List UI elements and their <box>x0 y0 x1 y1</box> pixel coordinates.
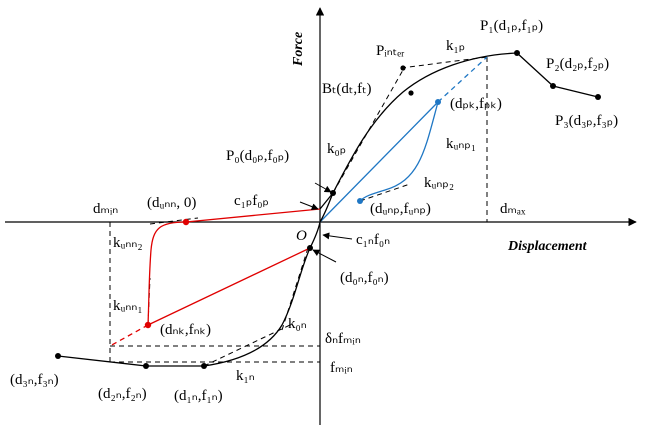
label-dpk: (dₚₖ,fₚₖ) <box>450 96 502 112</box>
point-p3 <box>595 94 601 100</box>
point-p0 <box>330 190 336 196</box>
label-dmin: dₘᵢₙ <box>93 201 118 217</box>
point-dpk <box>435 99 441 105</box>
label-kunn2: kᵤₙₙ₂ <box>113 235 143 251</box>
label-k0n: k₀ₙ <box>288 316 307 332</box>
point-p1 <box>514 50 520 56</box>
label-p0: P₀(d₀ₚ,f₀ₚ) <box>226 148 289 164</box>
x-axis-label: Displacement <box>507 239 588 254</box>
label-k1n: k₁ₙ <box>236 368 255 384</box>
label-p1: P₁(d₁ₚ,f₁ₚ) <box>480 18 543 34</box>
label-delta-fmin: δₙfₘᵢₙ <box>325 331 361 347</box>
label-d0n: (d₀ₙ,f₀ₙ) <box>340 270 389 286</box>
arrow-c1p-f0p <box>299 201 319 210</box>
positive-unloading-branch <box>319 56 488 223</box>
point-d1n <box>201 363 207 369</box>
reloading-line-to-peak <box>319 101 439 223</box>
label-d3n: (d₃ₙ,f₃ₙ) <box>10 372 59 388</box>
label-k0p: k₀ₚ <box>327 141 346 157</box>
key-points <box>55 50 601 369</box>
arrow-d0n-f0n <box>312 249 337 263</box>
label-fmin: fₘᵢₙ <box>330 360 353 376</box>
negative-envelope-curve <box>203 221 321 367</box>
label-dunp: (dᵤₙₚ,fᵤₙₚ) <box>370 201 431 217</box>
k0p-tangent <box>332 69 404 194</box>
point-d3n <box>55 353 61 359</box>
point-bt <box>408 90 414 96</box>
reloading-extension-dashed <box>437 56 488 103</box>
envelope-p1-p2 <box>516 52 554 87</box>
arrow-c1n-f0n <box>322 232 353 240</box>
envelope-p2-p3 <box>552 85 599 98</box>
k1n-tangent <box>203 324 291 367</box>
red-reloading-line <box>147 247 311 326</box>
unloading-curve-positive <box>359 101 439 202</box>
label-c1n-f0n: c₁ₙf₀ₙ <box>356 232 390 248</box>
label-dnk: (dₙₖ,fₙₖ) <box>160 322 211 338</box>
negative-unloading-branch <box>109 208 321 347</box>
backbone-envelope <box>57 52 599 367</box>
unloading-curve-negative <box>147 221 187 326</box>
point-pinter <box>400 65 406 71</box>
label-p3: P₃(d₃ₚ,f₃ₚ) <box>555 113 618 129</box>
red-horizontal-segment <box>185 208 321 223</box>
point-dunp <box>357 198 363 204</box>
label-dmax: dₘₐₓ <box>500 201 526 217</box>
point-d2n <box>143 363 149 369</box>
point-d0n <box>307 245 313 251</box>
label-kunp1: kᵤₙₚ₁ <box>446 136 476 152</box>
kunn2-tangent <box>149 217 199 225</box>
label-dunn: (dᵤₙₙ, 0) <box>147 195 196 211</box>
positive-envelope-curve <box>319 52 518 223</box>
label-kunp2: kᵤₙₚ₂ <box>424 175 454 191</box>
red-to-envelope-link <box>319 192 334 210</box>
label-c1p-f0p: c₁ₚf₀ₚ <box>234 193 269 209</box>
red-extension-dashed <box>109 324 149 347</box>
label-kunn1: kᵤₙₙ₁ <box>113 298 143 314</box>
point-dnk <box>144 321 152 329</box>
label-k1p: k₁ₚ <box>446 38 465 54</box>
point-p2 <box>550 83 556 89</box>
labels: P₁(d₁ₚ,f₁ₚ) P₂(d₂ₚ,f₂ₚ) P₃(d₃ₚ,f₃ₚ) Pᵢₙₜ… <box>10 18 618 404</box>
label-d1n: (d₁ₙ,f₁ₙ) <box>174 388 223 404</box>
label-d2n: (d₂ₙ,f₂ₙ) <box>98 386 147 402</box>
label-pinter: Pᵢₙₜₑᵣ <box>376 43 405 59</box>
envelope-d2n-d3n <box>57 355 147 367</box>
point-dunn <box>182 218 190 226</box>
origin-label: O <box>296 228 307 244</box>
label-bt: Bₜ(dₜ,fₜ) <box>322 81 372 97</box>
kunp2-tangent <box>359 183 411 202</box>
label-p2: P₂(d₂ₚ,f₂ₚ) <box>546 56 609 72</box>
annotation-arrows <box>299 182 353 263</box>
y-axis-label: Force <box>291 32 306 67</box>
arrow-to-p0 <box>314 182 332 193</box>
